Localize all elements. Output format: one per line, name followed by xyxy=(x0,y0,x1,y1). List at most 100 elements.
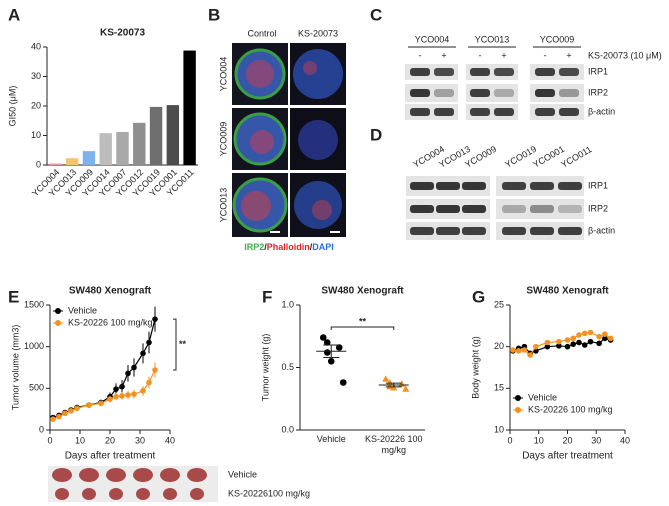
legend-label: KS-20226 100 mg/kg xyxy=(68,317,153,327)
series-point xyxy=(602,335,608,342)
treatment-sign: + xyxy=(501,50,506,60)
blot-band xyxy=(494,68,514,76)
protein-label: IRP2 xyxy=(588,203,608,213)
series-point xyxy=(576,332,582,338)
stain-caption: IRP2/Phalloidin/DAPI xyxy=(244,242,334,252)
bar xyxy=(49,163,62,165)
y-axis-label: GI50 (μM) xyxy=(7,86,17,127)
tumor-photo xyxy=(106,468,126,482)
series-point xyxy=(556,343,562,349)
series-point xyxy=(521,347,528,353)
treatment-sign: - xyxy=(419,50,422,60)
stain-name: DAPI xyxy=(312,242,334,252)
blot-band xyxy=(502,205,526,213)
bar xyxy=(65,158,79,165)
column-label: Control xyxy=(247,28,276,38)
series-point xyxy=(98,400,104,407)
y-tick-label: 25 xyxy=(494,299,504,309)
y-tick-label: 500 xyxy=(29,383,44,393)
bar xyxy=(166,105,180,165)
x-axis-label: Days after treatment xyxy=(522,451,613,462)
blot-band xyxy=(436,182,460,190)
series-point xyxy=(602,331,608,337)
legend-label: KS-20226 100 mg/kg xyxy=(528,404,613,414)
blot-band xyxy=(535,108,555,116)
series-point xyxy=(581,330,588,337)
stain-name: Phalloidin xyxy=(267,242,310,252)
data-point xyxy=(339,379,347,386)
chart-title: SW480 Xenograft xyxy=(69,286,152,297)
bar xyxy=(82,151,96,165)
cell-line-label: YCO009 xyxy=(540,34,575,44)
blot-band xyxy=(434,108,454,116)
series-point xyxy=(140,388,146,394)
stain-name: IRP2 xyxy=(244,242,264,252)
legend-marker xyxy=(55,308,61,314)
tumor-photo xyxy=(55,488,69,500)
western-blots: YCO004 YCO013 YCO009 - + - + - + KS-20073 (10 μM)… xyxy=(405,34,662,240)
series-point xyxy=(107,396,113,402)
x-tick-label: 20 xyxy=(105,435,115,445)
blot-band xyxy=(559,68,579,76)
tumor-photo xyxy=(163,488,177,500)
panel-label: F xyxy=(262,287,272,306)
blot-band xyxy=(410,108,430,116)
blot-strip xyxy=(466,84,518,102)
series-point xyxy=(140,350,146,357)
chart-title: SW480 Xenograft xyxy=(526,286,609,297)
cell-line-label: YCO013 xyxy=(475,34,510,44)
series-point xyxy=(564,337,571,343)
series-point xyxy=(152,316,158,322)
blot-band xyxy=(558,182,582,190)
series-point xyxy=(564,343,571,350)
x-axis-label: Days after treatment xyxy=(65,451,156,462)
blot-band xyxy=(530,227,554,235)
series-point xyxy=(56,413,62,420)
series-point xyxy=(131,364,137,371)
y-tick-label: 10 xyxy=(31,130,41,140)
bar xyxy=(116,131,129,165)
treatment-label: KS-20073 (10 μM) xyxy=(588,50,662,60)
protein-label: β-actin xyxy=(588,106,615,116)
y-tick-label: 1000 xyxy=(24,341,44,351)
photo-row-label: Vehicle xyxy=(228,469,257,479)
bar xyxy=(183,50,196,165)
row-label: YCO004 xyxy=(218,57,228,92)
photo-row-label: KS-20226100 mg/kg xyxy=(228,488,310,498)
series-point xyxy=(146,339,152,346)
blot-band xyxy=(462,182,486,190)
series-point xyxy=(510,347,516,353)
x-tick-label: KS-20226 100 mg/kg xyxy=(364,434,423,455)
blot-band xyxy=(494,89,514,97)
tumor-photo xyxy=(52,468,72,482)
blot-band xyxy=(436,227,460,235)
x-tick-label: 40 xyxy=(620,435,630,445)
series-point xyxy=(119,383,125,390)
panel-label: A xyxy=(8,5,20,24)
series-point xyxy=(596,333,602,340)
x-tick-label: 10 xyxy=(75,435,85,445)
x-tick-label: 30 xyxy=(591,435,601,445)
panel-label: G xyxy=(472,287,485,306)
panel-label: D xyxy=(370,125,382,144)
blot-band xyxy=(410,68,430,76)
panel-label: B xyxy=(208,5,220,24)
series-point xyxy=(74,405,80,412)
blot-band xyxy=(502,182,526,190)
series-point xyxy=(556,338,562,345)
y-tick-label: 40 xyxy=(31,41,41,51)
significance-bracket xyxy=(330,326,395,330)
blot-band xyxy=(559,108,579,116)
tumor-photo xyxy=(109,488,123,500)
protein-label: IRP1 xyxy=(588,180,608,190)
series-line xyxy=(512,331,611,356)
y-tick-label: 0.0 xyxy=(281,424,294,434)
blot-band xyxy=(462,205,486,213)
tumor-photo xyxy=(79,468,99,482)
series-point xyxy=(50,416,56,422)
data-point xyxy=(319,334,327,341)
series-point xyxy=(119,393,125,399)
blot-strip xyxy=(496,199,584,219)
chart-title: SW480 Xenograft xyxy=(321,286,404,297)
